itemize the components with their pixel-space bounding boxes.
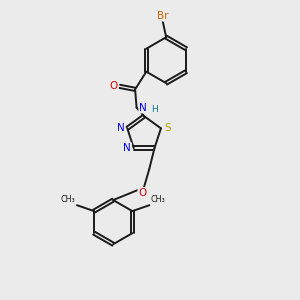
Text: H: H: [151, 106, 158, 115]
Text: CH₃: CH₃: [61, 195, 76, 204]
Text: N: N: [139, 103, 147, 112]
Text: Br: Br: [157, 11, 168, 21]
Text: O: O: [109, 81, 118, 92]
Text: O: O: [138, 188, 146, 198]
Text: N: N: [117, 123, 125, 133]
Text: CH₃: CH₃: [151, 195, 166, 204]
Text: S: S: [164, 123, 171, 133]
Text: N: N: [123, 143, 131, 153]
